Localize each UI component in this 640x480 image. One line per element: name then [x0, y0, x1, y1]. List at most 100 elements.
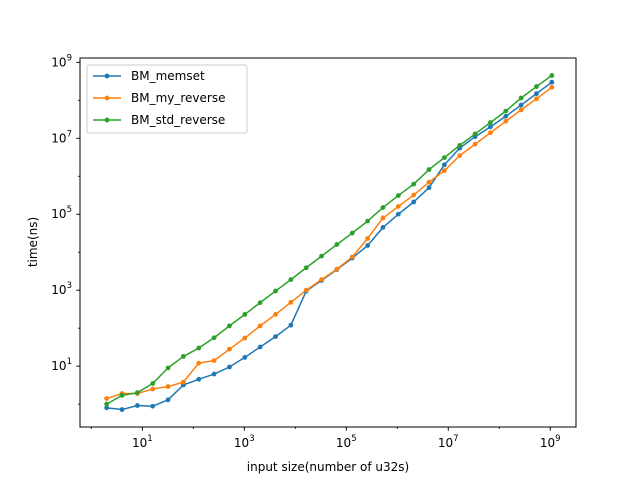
series-line-BM_std_reverse: [106, 74, 553, 405]
data-point: [134, 390, 140, 396]
data-point: [119, 407, 125, 412]
y-tick-label: 101: [51, 357, 72, 373]
data-point: [165, 365, 171, 371]
y-tick-label: 109: [51, 53, 72, 69]
legend-marker: [104, 117, 110, 123]
data-point: [181, 379, 186, 385]
data-point: [211, 335, 217, 341]
legend-box: [86, 64, 248, 134]
legend-label: BM_memset: [131, 69, 205, 83]
data-point: [411, 199, 417, 205]
series-points: [104, 73, 555, 412]
data-point: [380, 205, 386, 210]
data-point: [319, 277, 324, 283]
data-point: [273, 334, 278, 339]
legend-label: BM_my_reverse: [131, 91, 225, 105]
data-point: [273, 312, 278, 317]
data-point: [227, 346, 232, 352]
data-point: [104, 405, 110, 411]
data-point: [395, 204, 401, 209]
data-point: [457, 153, 463, 159]
data-point: [380, 225, 386, 230]
data-point: [349, 230, 355, 236]
y-tick-label: 105: [51, 205, 72, 221]
plot-frame: [79, 57, 577, 428]
data-point: [426, 185, 432, 191]
y-tick-label: 107: [51, 129, 72, 145]
data-point: [181, 354, 186, 359]
data-point: [441, 162, 447, 168]
data-point: [549, 73, 555, 78]
data-point: [150, 386, 156, 392]
data-point: [518, 95, 524, 101]
legend-marker: [104, 73, 110, 79]
data-point: [488, 120, 493, 125]
data-point: [257, 344, 263, 350]
data-point: [472, 141, 478, 147]
data-point: [334, 266, 340, 272]
data-point: [288, 299, 294, 305]
data-point: [441, 168, 447, 174]
data-point: [365, 218, 371, 224]
data-point: [334, 242, 340, 247]
data-point: [441, 155, 447, 161]
data-point: [196, 345, 202, 351]
data-point: [134, 403, 140, 408]
legend: BM_memset BM_my_reverse BM_std_reverse: [86, 64, 248, 134]
data-point: [165, 397, 171, 403]
data-point: [227, 364, 232, 370]
series-line-BM_my_reverse: [106, 86, 553, 400]
data-point: [288, 322, 294, 328]
x-axis: 101 103 105 107 109: [90, 427, 561, 450]
data-point: [196, 376, 202, 382]
data-point: [257, 323, 263, 329]
data-point: [488, 124, 493, 130]
data-point: [457, 142, 463, 148]
data-point: [365, 236, 371, 241]
data-point: [273, 288, 278, 294]
data-point: [534, 96, 539, 102]
data-point: [303, 265, 309, 271]
y-axis: 101 103 105 107 109: [51, 53, 80, 405]
data-point: [411, 181, 417, 187]
data-point: [395, 211, 401, 217]
data-point: [549, 84, 555, 90]
data-point: [104, 401, 110, 407]
data-point: [119, 392, 125, 398]
x-tick-label: 105: [336, 434, 357, 450]
data-point: [472, 131, 478, 137]
data-point: [150, 381, 156, 386]
data-point: [411, 192, 417, 198]
data-point: [150, 403, 156, 409]
data-point: [380, 215, 386, 221]
data-point: [104, 396, 110, 401]
data-point: [365, 243, 371, 248]
data-point: [534, 91, 539, 97]
data-point: [242, 312, 248, 317]
data-point: [165, 384, 171, 389]
legend-label: BM_std_reverse: [131, 113, 225, 127]
data-point: [242, 335, 248, 341]
data-point: [503, 118, 509, 124]
x-tick-label: 101: [132, 434, 153, 450]
x-tick-label: 109: [540, 434, 561, 450]
data-point: [549, 79, 555, 85]
data-point: [211, 358, 217, 364]
legend-marker: [104, 95, 110, 101]
data-point: [518, 107, 524, 113]
data-point: [518, 102, 524, 108]
data-point: [211, 371, 217, 377]
y-tick-label: 103: [51, 281, 72, 297]
data-point: [349, 254, 355, 260]
y-axis-label: time(ns): [26, 217, 40, 267]
data-point: [227, 323, 232, 329]
data-point: [196, 360, 202, 366]
data-point: [242, 355, 248, 360]
x-tick-label: 103: [234, 434, 255, 450]
data-point: [257, 300, 263, 306]
legend-entries: BM_memset BM_my_reverse BM_std_reverse: [93, 69, 225, 127]
x-tick-label: 107: [438, 434, 459, 450]
data-point: [319, 253, 324, 259]
data-point: [395, 193, 401, 198]
